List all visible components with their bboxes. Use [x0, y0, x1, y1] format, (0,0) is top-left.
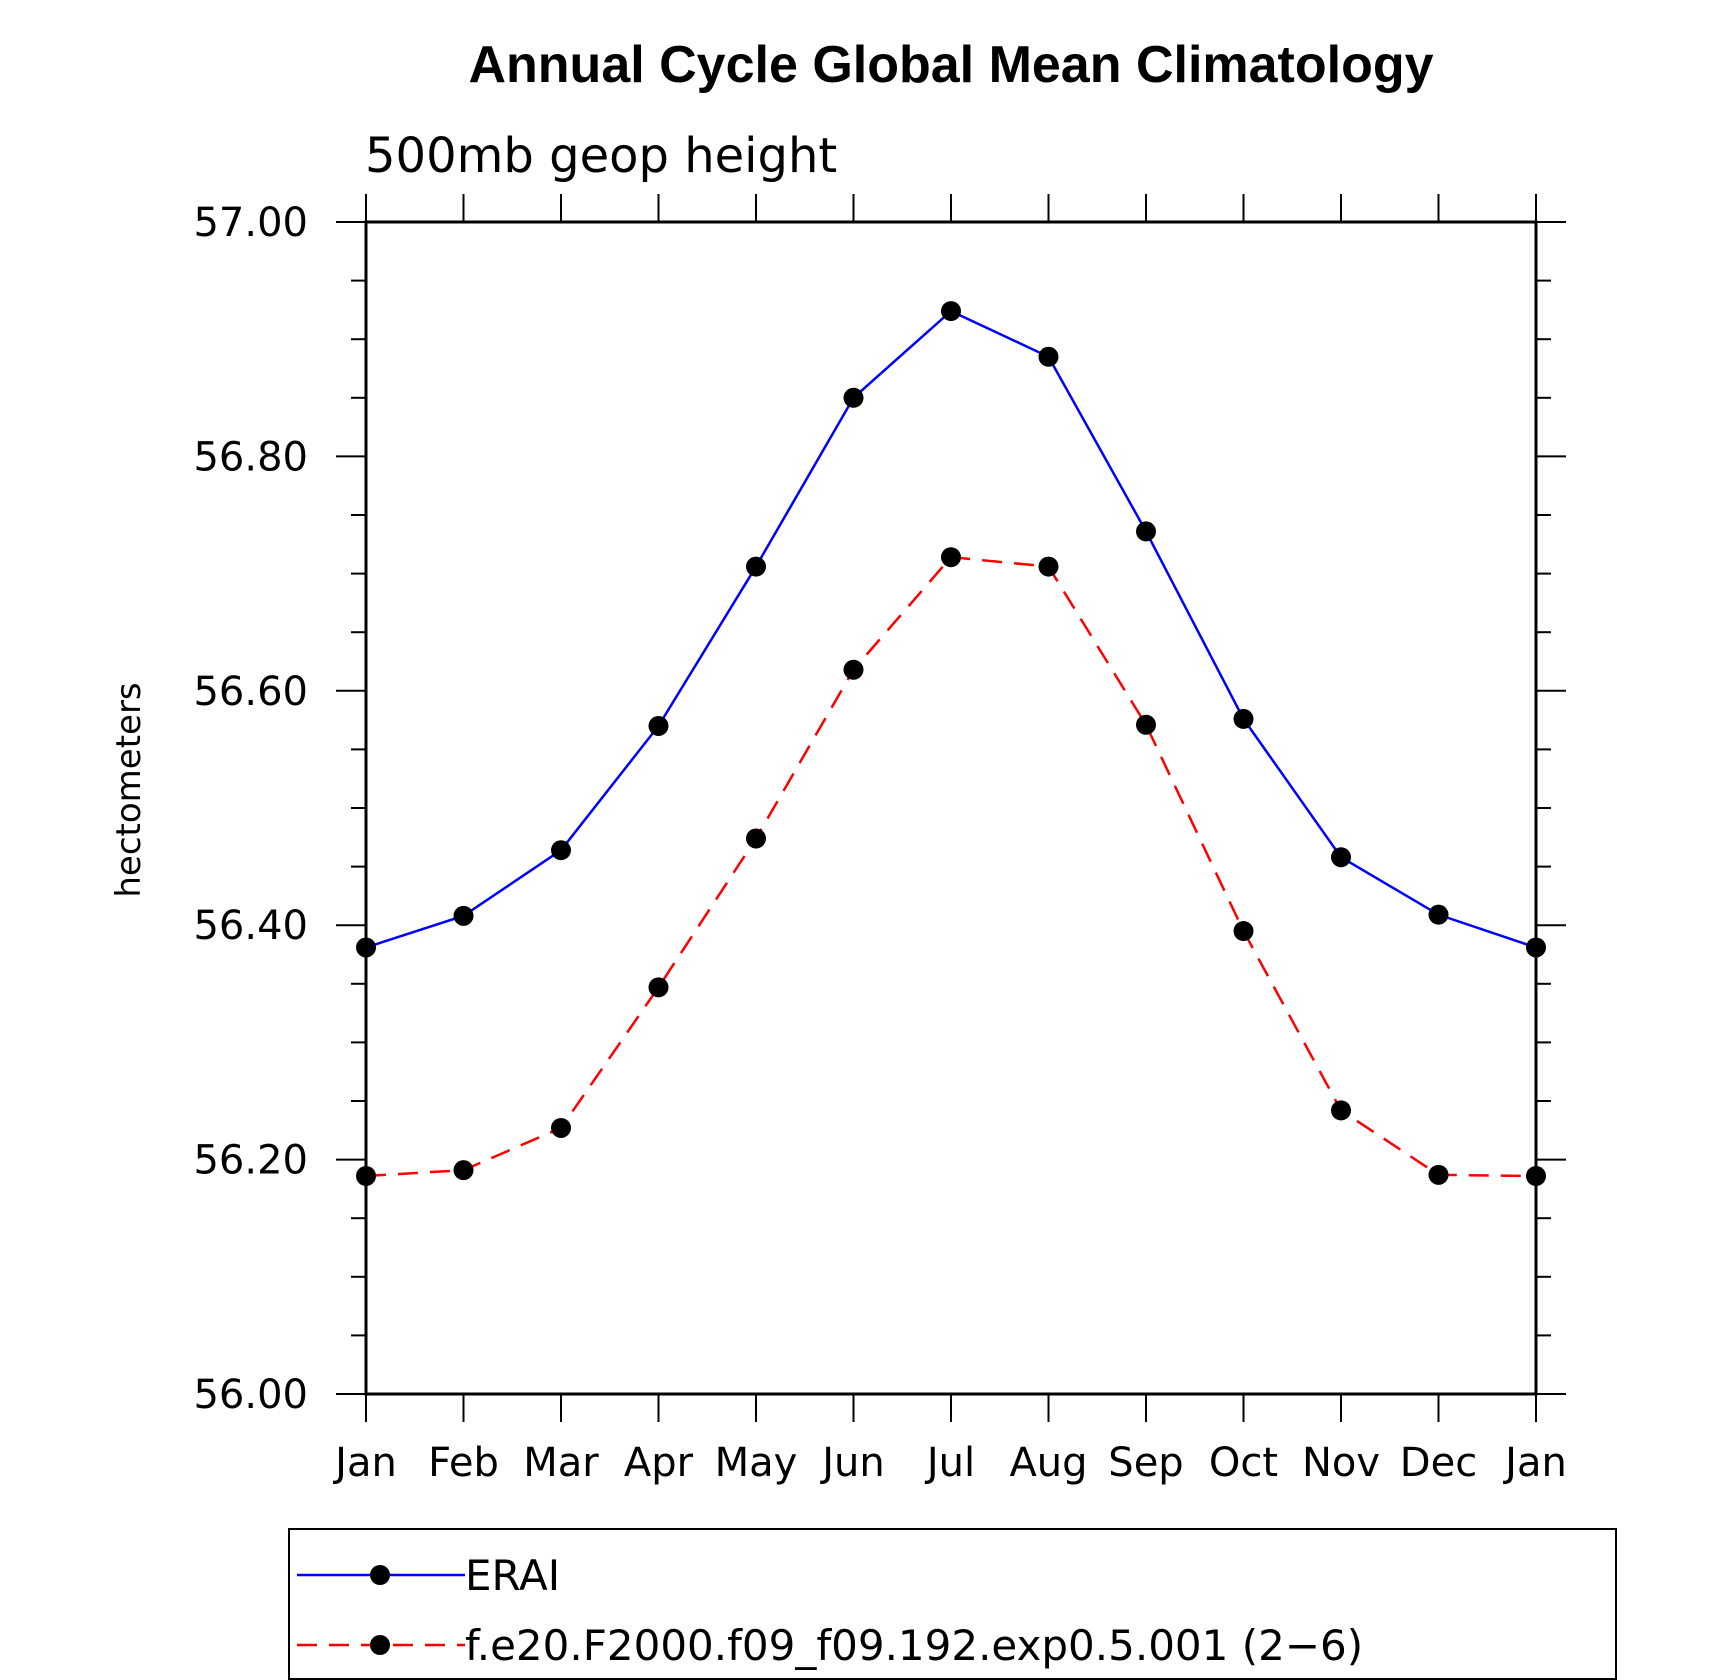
series-0-point [1428, 904, 1449, 925]
series-1-point [1233, 921, 1254, 942]
legend-box [288, 1528, 1617, 1680]
legend-label-model: f.e20.F2000.f09_f09.192.exp0.5.001 (2−6) [465, 1621, 1363, 1670]
series-1-point [356, 1166, 376, 1187]
series-1-point [941, 547, 961, 568]
y-tick-labels: 56.00 56.20 56.40 56.60 56.80 57.00 [193, 200, 308, 1418]
series-0-point [648, 715, 669, 736]
x-tick-label: Jan [332, 1440, 397, 1486]
x-tick-label: Mar [523, 1440, 599, 1486]
series-1-point [1136, 714, 1156, 735]
series-1-point [746, 828, 766, 849]
legend-label-erai: ERAI [465, 1551, 560, 1600]
x-tick-label: Oct [1209, 1440, 1278, 1486]
series-0-point [1233, 708, 1254, 729]
series-0-point [1136, 521, 1156, 542]
legend: ERAI f.e20.F2000.f09_f09.192.exp0.5.001 … [288, 1528, 1617, 1680]
x-tick-labels: Jan Feb Mar Apr May Jun Jul Aug Sep Oct Nov Dec Jan [332, 1440, 1567, 1486]
series-0-point [453, 905, 474, 926]
series-line-0 [365, 309, 1537, 949]
series-0-point [746, 556, 766, 577]
series-1-point [1428, 1164, 1449, 1185]
series-layer [356, 301, 1546, 1187]
x-tick-label: May [715, 1440, 798, 1486]
x-tick-label: Jun [819, 1440, 885, 1486]
chart-title: Annual Cycle Global Mean Climatology [468, 36, 1433, 94]
axis-ticks [336, 194, 1566, 1422]
y-axis-label: hectometers [109, 682, 149, 897]
series-0-point [941, 301, 961, 322]
y-tick-label: 56.40 [193, 903, 308, 949]
y-tick-label: 56.20 [193, 1138, 308, 1184]
y-tick-label: 57.00 [193, 200, 308, 246]
series-1-point [1038, 556, 1059, 577]
series-0-point [1038, 346, 1059, 367]
legend-marker-model [370, 1635, 390, 1655]
x-tick-label: Jan [1502, 1440, 1567, 1486]
x-tick-label: Feb [428, 1440, 499, 1486]
y-tick-label: 56.00 [193, 1372, 308, 1418]
series-0-point [843, 387, 864, 408]
x-tick-label: Sep [1108, 1440, 1183, 1486]
x-tick-label: Jul [924, 1440, 975, 1486]
series-1-point [453, 1160, 474, 1181]
x-tick-label: Dec [1400, 1440, 1477, 1486]
x-tick-label: Apr [624, 1440, 694, 1486]
plot-frame [364, 220, 1538, 1396]
y-tick-label: 56.80 [193, 434, 308, 480]
series-1-point [551, 1117, 571, 1138]
y-tick-label: 56.60 [193, 669, 308, 715]
chart-subtitle: 500mb geop height [365, 128, 837, 184]
series-1-point [1526, 1166, 1546, 1187]
series-1-point [843, 659, 864, 680]
series-0-point [1526, 937, 1546, 958]
series-line-1 [365, 555, 1537, 1178]
series-0-point [356, 937, 376, 958]
series-1-point [648, 977, 669, 998]
series-1-point [1331, 1100, 1351, 1121]
legend-marker-erai [370, 1565, 390, 1585]
x-tick-label: Nov [1302, 1440, 1380, 1486]
series-0-point [551, 840, 571, 861]
series-0-point [1331, 847, 1351, 868]
x-tick-label: Aug [1009, 1440, 1087, 1486]
